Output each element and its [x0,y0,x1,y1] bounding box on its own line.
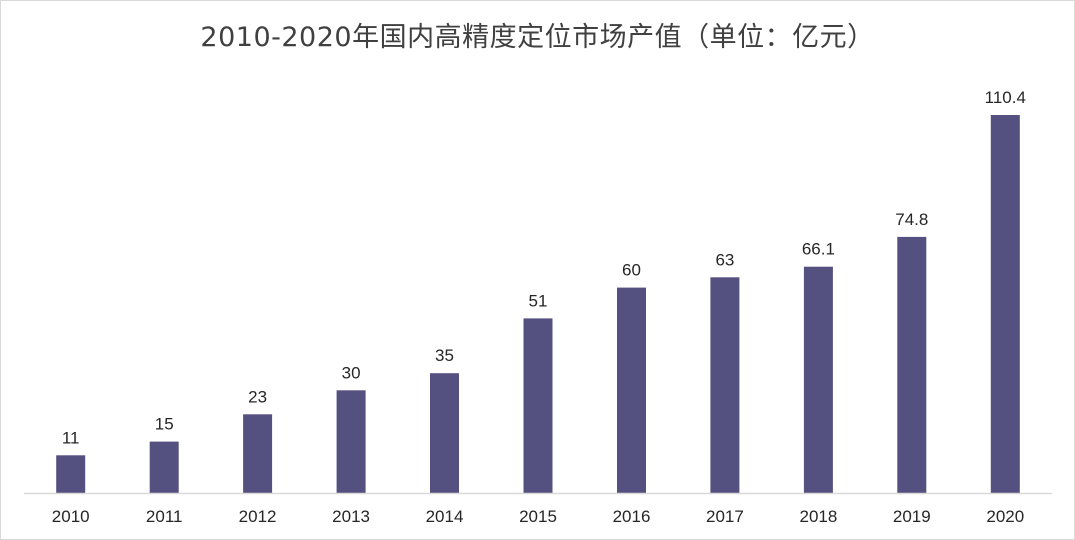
x-tick-label-2013: 2013 [332,507,370,526]
data-label-2010: 11 [62,428,80,447]
bar-2019 [897,236,927,493]
bar-2011 [149,441,179,493]
bar-2010 [56,455,86,493]
data-label-2019: 74.8 [895,210,928,229]
x-tick-label-2012: 2012 [239,507,277,526]
x-tick-label-2010: 2010 [52,507,90,526]
chart-title: 2010-2020年国内高精度定位市场产值（单位：亿元） [200,22,875,53]
x-tick-labels-group: 2010 2011 2012 2013 2014 2015 2016 2017 2018 2019… [52,507,1024,526]
data-label-2020: 110.4 [985,88,1026,107]
x-tick-label-2015: 2015 [519,507,557,526]
data-label-2015: 51 [529,291,548,310]
data-label-2018: 66.1 [802,240,835,259]
x-tick-label-2014: 2014 [426,507,464,526]
data-labels-group: 11 15 23 30 35 51 60 63 66.1 74.8 110.4 [62,88,1026,447]
bar-2014 [430,373,459,493]
x-tick-label-2018: 2018 [799,507,837,526]
bar-2013 [336,390,366,493]
x-tick-label-2020: 2020 [986,507,1024,526]
data-label-2013: 30 [342,363,361,382]
bar-2012 [243,414,273,494]
data-label-2014: 35 [435,346,454,365]
x-tick-label-2016: 2016 [613,507,651,526]
data-label-2016: 60 [622,261,641,280]
bar-2020 [990,115,1020,493]
bar-2017 [710,277,740,493]
x-tick-label-2019: 2019 [893,507,931,526]
bar-2018 [803,266,833,493]
data-label-2017: 63 [715,250,734,269]
x-tick-label-2017: 2017 [706,507,744,526]
bars-group [56,115,1020,494]
x-tick-label-2011: 2011 [146,507,183,526]
bar-2016 [617,287,646,493]
data-label-2011: 15 [155,415,174,434]
bar-2015 [523,318,553,493]
data-label-2012: 23 [248,387,267,406]
